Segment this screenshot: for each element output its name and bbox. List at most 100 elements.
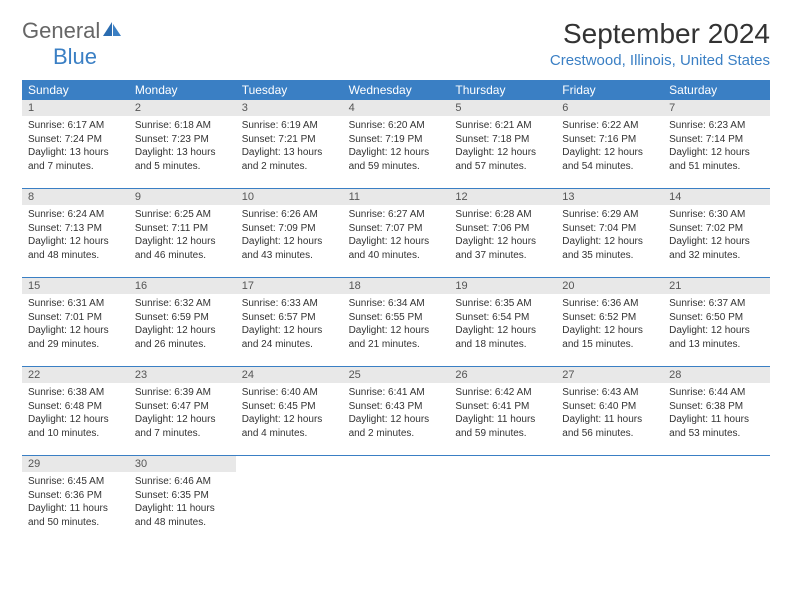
daylight-text: Daylight: 12 hours and 18 minutes. <box>455 324 550 351</box>
page-header: General Blue September 2024 Crestwood, I… <box>22 18 770 70</box>
sunset-text: Sunset: 7:21 PM <box>242 133 337 147</box>
sunset-text: Sunset: 6:54 PM <box>455 311 550 325</box>
day-content: Sunrise: 6:18 AMSunset: 7:23 PMDaylight:… <box>129 116 236 179</box>
day-content: Sunrise: 6:41 AMSunset: 6:43 PMDaylight:… <box>343 383 450 446</box>
sunrise-text: Sunrise: 6:36 AM <box>562 297 657 311</box>
day-cell: 14Sunrise: 6:30 AMSunset: 7:02 PMDayligh… <box>663 189 770 277</box>
day-cell: 19Sunrise: 6:35 AMSunset: 6:54 PMDayligh… <box>449 278 556 366</box>
day-number: 7 <box>663 100 770 116</box>
daylight-text: Daylight: 11 hours and 53 minutes. <box>669 413 764 440</box>
sunset-text: Sunset: 7:23 PM <box>135 133 230 147</box>
day-cell: 4Sunrise: 6:20 AMSunset: 7:19 PMDaylight… <box>343 100 450 188</box>
day-cell: 3Sunrise: 6:19 AMSunset: 7:21 PMDaylight… <box>236 100 343 188</box>
month-year: September 2024 <box>550 18 770 50</box>
day-header-wednesday: Wednesday <box>343 80 450 100</box>
day-cell <box>343 456 450 544</box>
sunset-text: Sunset: 7:18 PM <box>455 133 550 147</box>
week-row: 8Sunrise: 6:24 AMSunset: 7:13 PMDaylight… <box>22 189 770 278</box>
day-number: 23 <box>129 367 236 383</box>
daylight-text: Daylight: 12 hours and 40 minutes. <box>349 235 444 262</box>
sunset-text: Sunset: 7:01 PM <box>28 311 123 325</box>
day-cell: 24Sunrise: 6:40 AMSunset: 6:45 PMDayligh… <box>236 367 343 455</box>
week-row: 15Sunrise: 6:31 AMSunset: 7:01 PMDayligh… <box>22 278 770 367</box>
day-number: 30 <box>129 456 236 472</box>
day-content: Sunrise: 6:34 AMSunset: 6:55 PMDaylight:… <box>343 294 450 357</box>
sunrise-text: Sunrise: 6:46 AM <box>135 475 230 489</box>
daylight-text: Daylight: 12 hours and 29 minutes. <box>28 324 123 351</box>
daylight-text: Daylight: 11 hours and 59 minutes. <box>455 413 550 440</box>
day-number: 24 <box>236 367 343 383</box>
daylight-text: Daylight: 12 hours and 2 minutes. <box>349 413 444 440</box>
day-content: Sunrise: 6:17 AMSunset: 7:24 PMDaylight:… <box>22 116 129 179</box>
day-content: Sunrise: 6:44 AMSunset: 6:38 PMDaylight:… <box>663 383 770 446</box>
sunset-text: Sunset: 6:43 PM <box>349 400 444 414</box>
day-cell: 22Sunrise: 6:38 AMSunset: 6:48 PMDayligh… <box>22 367 129 455</box>
sunrise-text: Sunrise: 6:44 AM <box>669 386 764 400</box>
day-content: Sunrise: 6:42 AMSunset: 6:41 PMDaylight:… <box>449 383 556 446</box>
sunset-text: Sunset: 7:04 PM <box>562 222 657 236</box>
sunrise-text: Sunrise: 6:43 AM <box>562 386 657 400</box>
day-content: Sunrise: 6:39 AMSunset: 6:47 PMDaylight:… <box>129 383 236 446</box>
day-content: Sunrise: 6:20 AMSunset: 7:19 PMDaylight:… <box>343 116 450 179</box>
logo-text-blue: Blue <box>21 44 97 69</box>
day-cell: 23Sunrise: 6:39 AMSunset: 6:47 PMDayligh… <box>129 367 236 455</box>
day-number: 11 <box>343 189 450 205</box>
day-number: 14 <box>663 189 770 205</box>
day-content: Sunrise: 6:28 AMSunset: 7:06 PMDaylight:… <box>449 205 556 268</box>
day-header-monday: Monday <box>129 80 236 100</box>
sunset-text: Sunset: 7:14 PM <box>669 133 764 147</box>
day-number: 25 <box>343 367 450 383</box>
day-cell <box>556 456 663 544</box>
daylight-text: Daylight: 13 hours and 5 minutes. <box>135 146 230 173</box>
day-content: Sunrise: 6:40 AMSunset: 6:45 PMDaylight:… <box>236 383 343 446</box>
day-content: Sunrise: 6:24 AMSunset: 7:13 PMDaylight:… <box>22 205 129 268</box>
sunrise-text: Sunrise: 6:45 AM <box>28 475 123 489</box>
day-cell: 21Sunrise: 6:37 AMSunset: 6:50 PMDayligh… <box>663 278 770 366</box>
daylight-text: Daylight: 12 hours and 35 minutes. <box>562 235 657 262</box>
day-number: 22 <box>22 367 129 383</box>
sunset-text: Sunset: 7:07 PM <box>349 222 444 236</box>
day-content: Sunrise: 6:37 AMSunset: 6:50 PMDaylight:… <box>663 294 770 357</box>
day-cell: 12Sunrise: 6:28 AMSunset: 7:06 PMDayligh… <box>449 189 556 277</box>
week-row: 29Sunrise: 6:45 AMSunset: 6:36 PMDayligh… <box>22 456 770 544</box>
daylight-text: Daylight: 12 hours and 15 minutes. <box>562 324 657 351</box>
sunrise-text: Sunrise: 6:41 AM <box>349 386 444 400</box>
daylight-text: Daylight: 12 hours and 43 minutes. <box>242 235 337 262</box>
day-content: Sunrise: 6:33 AMSunset: 6:57 PMDaylight:… <box>236 294 343 357</box>
daylight-text: Daylight: 12 hours and 57 minutes. <box>455 146 550 173</box>
day-cell: 10Sunrise: 6:26 AMSunset: 7:09 PMDayligh… <box>236 189 343 277</box>
day-cell: 29Sunrise: 6:45 AMSunset: 6:36 PMDayligh… <box>22 456 129 544</box>
day-number: 18 <box>343 278 450 294</box>
day-content: Sunrise: 6:19 AMSunset: 7:21 PMDaylight:… <box>236 116 343 179</box>
daylight-text: Daylight: 11 hours and 56 minutes. <box>562 413 657 440</box>
logo: General Blue <box>22 18 123 70</box>
sunrise-text: Sunrise: 6:38 AM <box>28 386 123 400</box>
day-number: 20 <box>556 278 663 294</box>
sunrise-text: Sunrise: 6:31 AM <box>28 297 123 311</box>
daylight-text: Daylight: 13 hours and 7 minutes. <box>28 146 123 173</box>
sunrise-text: Sunrise: 6:34 AM <box>349 297 444 311</box>
sunset-text: Sunset: 6:47 PM <box>135 400 230 414</box>
sunset-text: Sunset: 7:09 PM <box>242 222 337 236</box>
day-cell <box>663 456 770 544</box>
day-number: 12 <box>449 189 556 205</box>
logo-sail-icon <box>101 20 123 38</box>
day-header-thursday: Thursday <box>449 80 556 100</box>
day-header-sunday: Sunday <box>22 80 129 100</box>
logo-text-wrapper: General Blue <box>22 18 123 70</box>
day-content: Sunrise: 6:21 AMSunset: 7:18 PMDaylight:… <box>449 116 556 179</box>
day-number: 1 <box>22 100 129 116</box>
daylight-text: Daylight: 12 hours and 54 minutes. <box>562 146 657 173</box>
daylight-text: Daylight: 12 hours and 24 minutes. <box>242 324 337 351</box>
day-number: 8 <box>22 189 129 205</box>
day-number: 29 <box>22 456 129 472</box>
day-headers-row: SundayMondayTuesdayWednesdayThursdayFrid… <box>22 80 770 100</box>
day-number: 2 <box>129 100 236 116</box>
calendar: SundayMondayTuesdayWednesdayThursdayFrid… <box>22 80 770 544</box>
sunrise-text: Sunrise: 6:28 AM <box>455 208 550 222</box>
sunrise-text: Sunrise: 6:23 AM <box>669 119 764 133</box>
sunset-text: Sunset: 6:52 PM <box>562 311 657 325</box>
daylight-text: Daylight: 12 hours and 13 minutes. <box>669 324 764 351</box>
day-content: Sunrise: 6:23 AMSunset: 7:14 PMDaylight:… <box>663 116 770 179</box>
sunrise-text: Sunrise: 6:33 AM <box>242 297 337 311</box>
